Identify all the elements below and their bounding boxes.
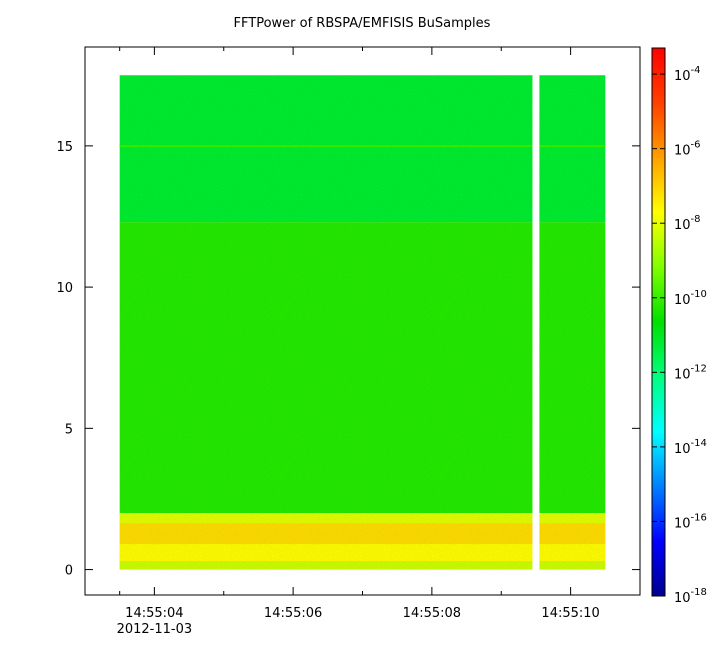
colorbar-bar	[651, 47, 666, 597]
y-tick-label: 0	[65, 564, 73, 579]
x-tick-label: 14:55:06	[264, 606, 322, 621]
colorbar: 10-4 10-6 10-8 10-10 10-12 10-14 10-16 10-18	[651, 47, 707, 606]
colorbar-tick-label: 10-8	[674, 214, 701, 233]
colorbar-tick-label: 10-18	[674, 587, 707, 606]
colorbar-tick-label: 10-14	[674, 438, 707, 457]
colorbar-tick-label: 10-16	[674, 512, 707, 531]
spectrogram-line-feature	[119, 144, 606, 148]
colorbar-tick-label: 10-12	[674, 363, 707, 382]
plot-axes: 0 5 10 15 14:55:04 14:55:06 14:55:08 14:55:10 20…	[56, 46, 641, 637]
colorbar-tick-label: 10-10	[674, 289, 707, 308]
chart-title: FFTPower of RBSPA/EMFISIS BuSamples	[233, 16, 491, 31]
spectrogram-lowband-layer-1	[119, 523, 606, 545]
y-tick-label: 10	[56, 281, 73, 296]
y-tick-label: 5	[65, 422, 73, 437]
x-tick-label: 14:55:10	[541, 606, 599, 621]
spectrogram-band-0	[119, 75, 606, 223]
spectrogram-lowband-layer-3	[119, 561, 606, 570]
colorbar-tick-label: 10-6	[674, 140, 701, 159]
spectrogram-lowband-layer-0	[119, 513, 606, 524]
x-tick-label: 14:55:04	[125, 606, 183, 621]
colorbar-tick-label: 10-4	[674, 65, 701, 84]
x-date-label: 2012-11-03	[117, 622, 193, 637]
spectrogram-band-1	[119, 222, 606, 514]
y-tick-label: 15	[56, 140, 73, 155]
x-tick-label: 14:55:08	[403, 606, 461, 621]
data-gap	[532, 74, 540, 571]
spectrogram-lowband-layer-2	[119, 544, 606, 562]
spectrogram-image	[119, 75, 606, 570]
